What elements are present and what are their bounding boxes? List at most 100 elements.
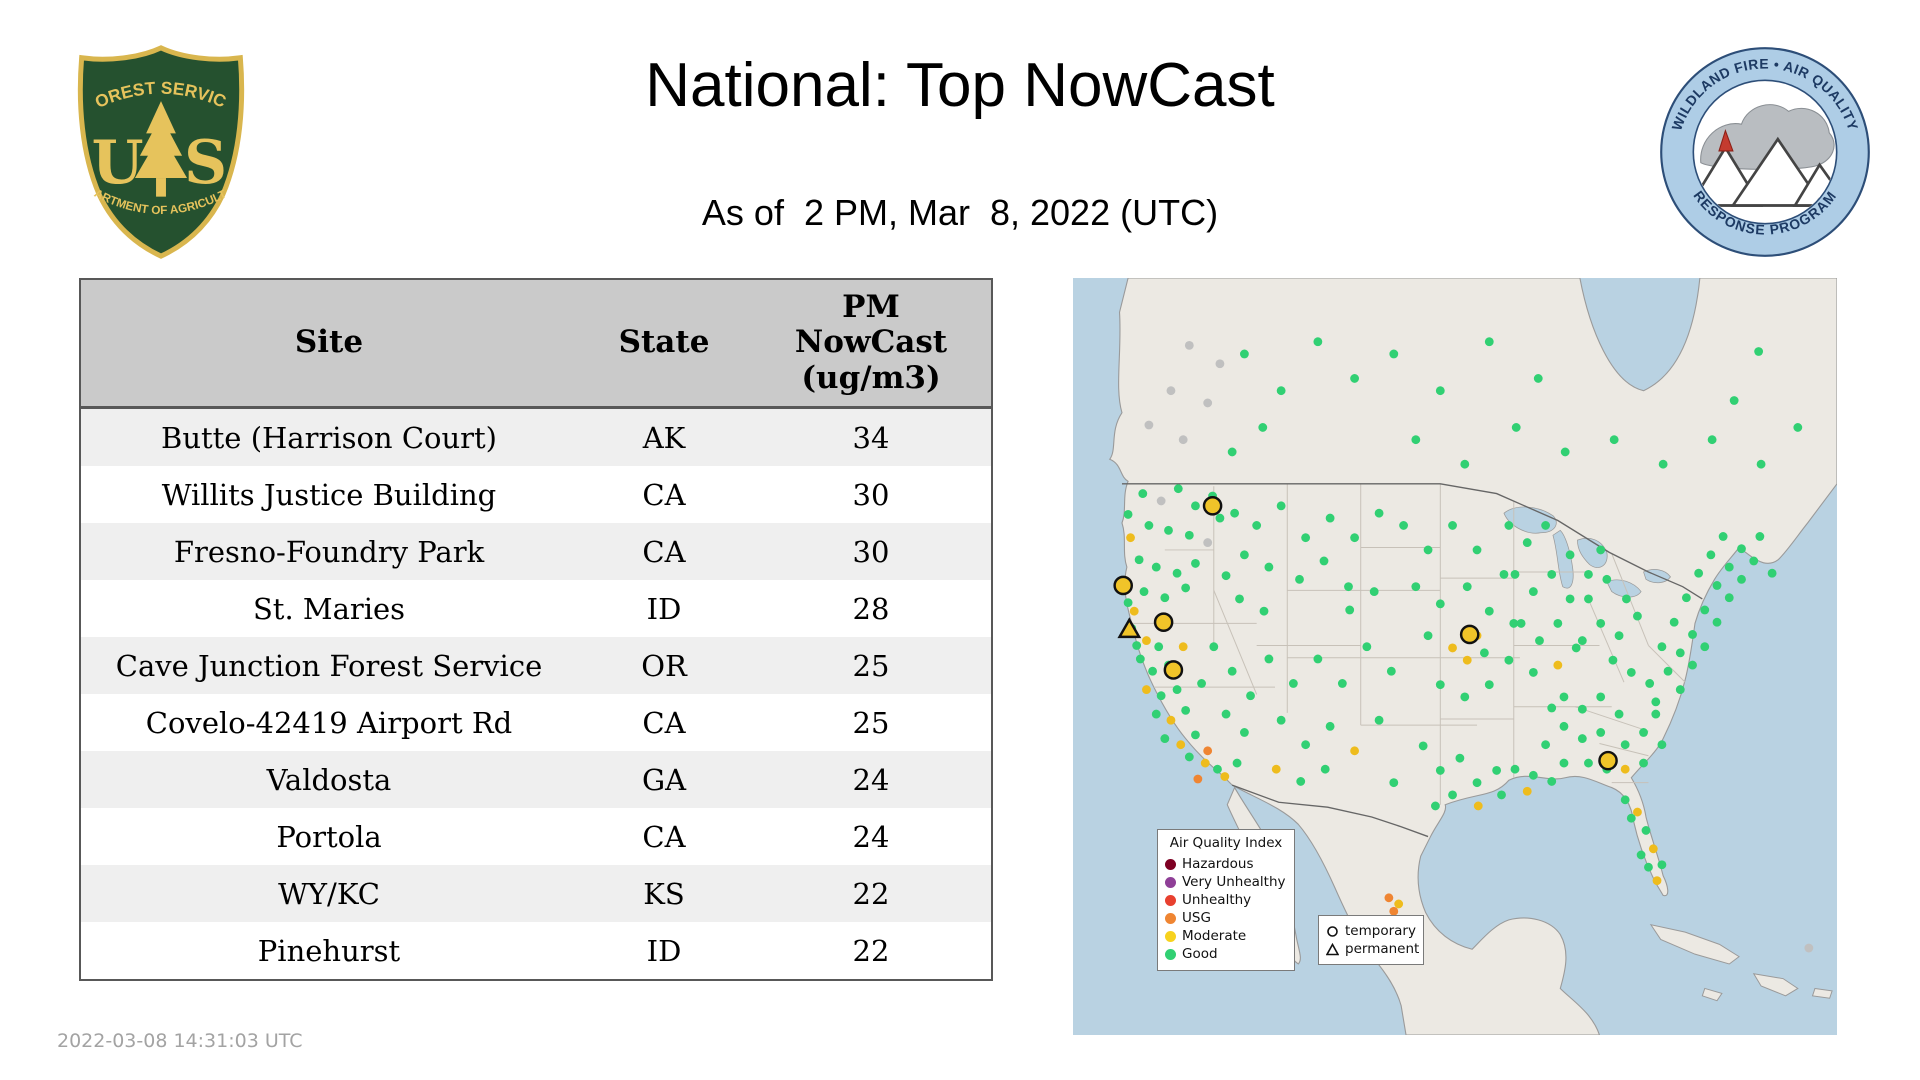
- temporary-legend-item: temporary: [1326, 922, 1416, 940]
- monitor-dot: [1134, 555, 1144, 565]
- monitor-dot: [1462, 582, 1472, 592]
- monitor-dot: [1197, 679, 1206, 688]
- monitor-dot: [1633, 611, 1642, 621]
- monitor-dot: [1712, 617, 1722, 627]
- monitor-dot: [1596, 692, 1606, 702]
- temporary-marker-icon: [1327, 925, 1338, 937]
- monitor-dot: [1497, 790, 1506, 800]
- monitor-dot: [1484, 680, 1494, 690]
- monitor-dot: [1411, 435, 1421, 445]
- monitor-dot: [1535, 636, 1544, 645]
- aqi-label: USG: [1182, 910, 1211, 926]
- monitor-dot: [1509, 619, 1519, 628]
- monitor-dot: [1123, 598, 1133, 608]
- monitor-dot: [1435, 680, 1445, 690]
- monitor-dot: [1181, 583, 1191, 593]
- monitor-dot: [1276, 386, 1286, 396]
- site-cell: Willits Justice Building: [161, 477, 497, 512]
- monitor-dot: [1160, 734, 1170, 743]
- monitor-dot: [1688, 630, 1697, 639]
- moderate-color-chip: [1165, 930, 1176, 942]
- aqi-legend: Air Quality Index Hazardous Very Unhealt…: [1157, 829, 1295, 971]
- monitor-dot: [1246, 691, 1255, 701]
- monitor-dot: [1620, 795, 1630, 805]
- monitor-dot: [1639, 758, 1648, 768]
- site-cell: St. Maries: [252, 591, 406, 626]
- monitor-dot: [1264, 654, 1274, 664]
- monitor-dot: [1559, 721, 1569, 731]
- monitor-dot: [1435, 599, 1445, 609]
- table-row: Butte (Harrison Court) AK 34: [80, 407, 992, 466]
- monitor-dot: [1533, 374, 1543, 383]
- monitor-dot: [1350, 533, 1360, 543]
- monitor-dot: [1448, 521, 1457, 530]
- value-cell: 28: [852, 591, 890, 626]
- monitor-dot: [1657, 740, 1667, 750]
- monitor-dot: [1178, 642, 1188, 652]
- page-title: National: Top NowCast: [645, 51, 1275, 120]
- monitor-dot: [1173, 484, 1183, 494]
- monitor-dot: [1213, 764, 1222, 774]
- monitor-dot: [1707, 435, 1717, 445]
- monitor-dot: [1166, 386, 1176, 396]
- monitor-dot: [1203, 538, 1213, 547]
- monitor-dot: [1181, 705, 1191, 715]
- monitor-dot: [1350, 746, 1360, 756]
- state-cell: CA: [642, 705, 686, 740]
- monitor-dot: [1729, 396, 1739, 405]
- monitor-dot: [1658, 459, 1668, 469]
- monitor-dot: [1626, 668, 1636, 677]
- aqi-legend-item: Moderate: [1165, 927, 1287, 945]
- monitor-dot: [1633, 807, 1642, 817]
- monitor-dot: [1651, 709, 1661, 719]
- monitor-dot: [1386, 666, 1396, 676]
- state-cell: ID: [646, 591, 682, 626]
- hazardous-color-chip: [1165, 858, 1176, 870]
- monitor-dot: [1528, 587, 1538, 596]
- monitor-dot: [1374, 508, 1384, 518]
- state-cell: CA: [642, 819, 686, 854]
- monitor-dot: [1295, 574, 1304, 584]
- monitor-dot: [1547, 570, 1557, 579]
- monitor-dot: [1129, 606, 1139, 616]
- monitor-dot: [1301, 533, 1311, 543]
- monitor-dot: [1596, 728, 1606, 737]
- monitor-dot: [1203, 746, 1213, 756]
- map-dots-layer: [1123, 337, 1814, 953]
- monitor-dot: [1614, 709, 1624, 719]
- monitor-dot: [1399, 521, 1408, 530]
- monitor-dot: [1151, 709, 1161, 719]
- caribbean-islands: [1649, 924, 1833, 1002]
- col-header-pm-nowcast: PM NowCast (ug/m3): [751, 279, 992, 409]
- monitor-dot: [1688, 660, 1697, 670]
- monitor-dot: [1142, 685, 1151, 694]
- marker-type-legend: temporary permanent: [1318, 915, 1424, 965]
- aqi-legend-item: USG: [1165, 909, 1287, 927]
- monitor-dot: [1620, 764, 1630, 774]
- site-cell: Fresno-Foundry Park: [173, 534, 485, 569]
- monitor-dot: [1712, 581, 1722, 590]
- value-cell: 25: [852, 648, 890, 683]
- country-borders: [1121, 483, 1703, 838]
- monitor-dot: [1389, 906, 1399, 916]
- monitor-dot: [1435, 386, 1445, 396]
- aqi-legend-title: Air Quality Index: [1169, 835, 1283, 851]
- monitor-dot: [1737, 574, 1746, 584]
- monitor-dot: [1675, 685, 1685, 694]
- table-row: Covelo-42419 Airport Rd CA 25: [80, 694, 992, 751]
- monitor-dot: [1541, 740, 1551, 750]
- monitor-dot: [1614, 631, 1624, 641]
- table-row: Pinehurst ID 22: [80, 922, 992, 980]
- monitor-dot: [1191, 730, 1200, 740]
- monitor-dot: [1804, 943, 1814, 953]
- monitor-dot: [1504, 655, 1514, 665]
- monitor-dot: [1139, 587, 1149, 596]
- monitor-dot: [1737, 544, 1746, 554]
- monitor-dot: [1584, 594, 1593, 604]
- monitor-dot: [1362, 642, 1372, 652]
- monitor-dot: [1718, 532, 1728, 541]
- monitor-dot: [1156, 691, 1166, 701]
- table-row: WY/KC KS 22: [80, 865, 992, 922]
- table-row: Cave Junction Forest Service OR 25: [80, 637, 992, 694]
- monitor-dot: [1344, 582, 1353, 592]
